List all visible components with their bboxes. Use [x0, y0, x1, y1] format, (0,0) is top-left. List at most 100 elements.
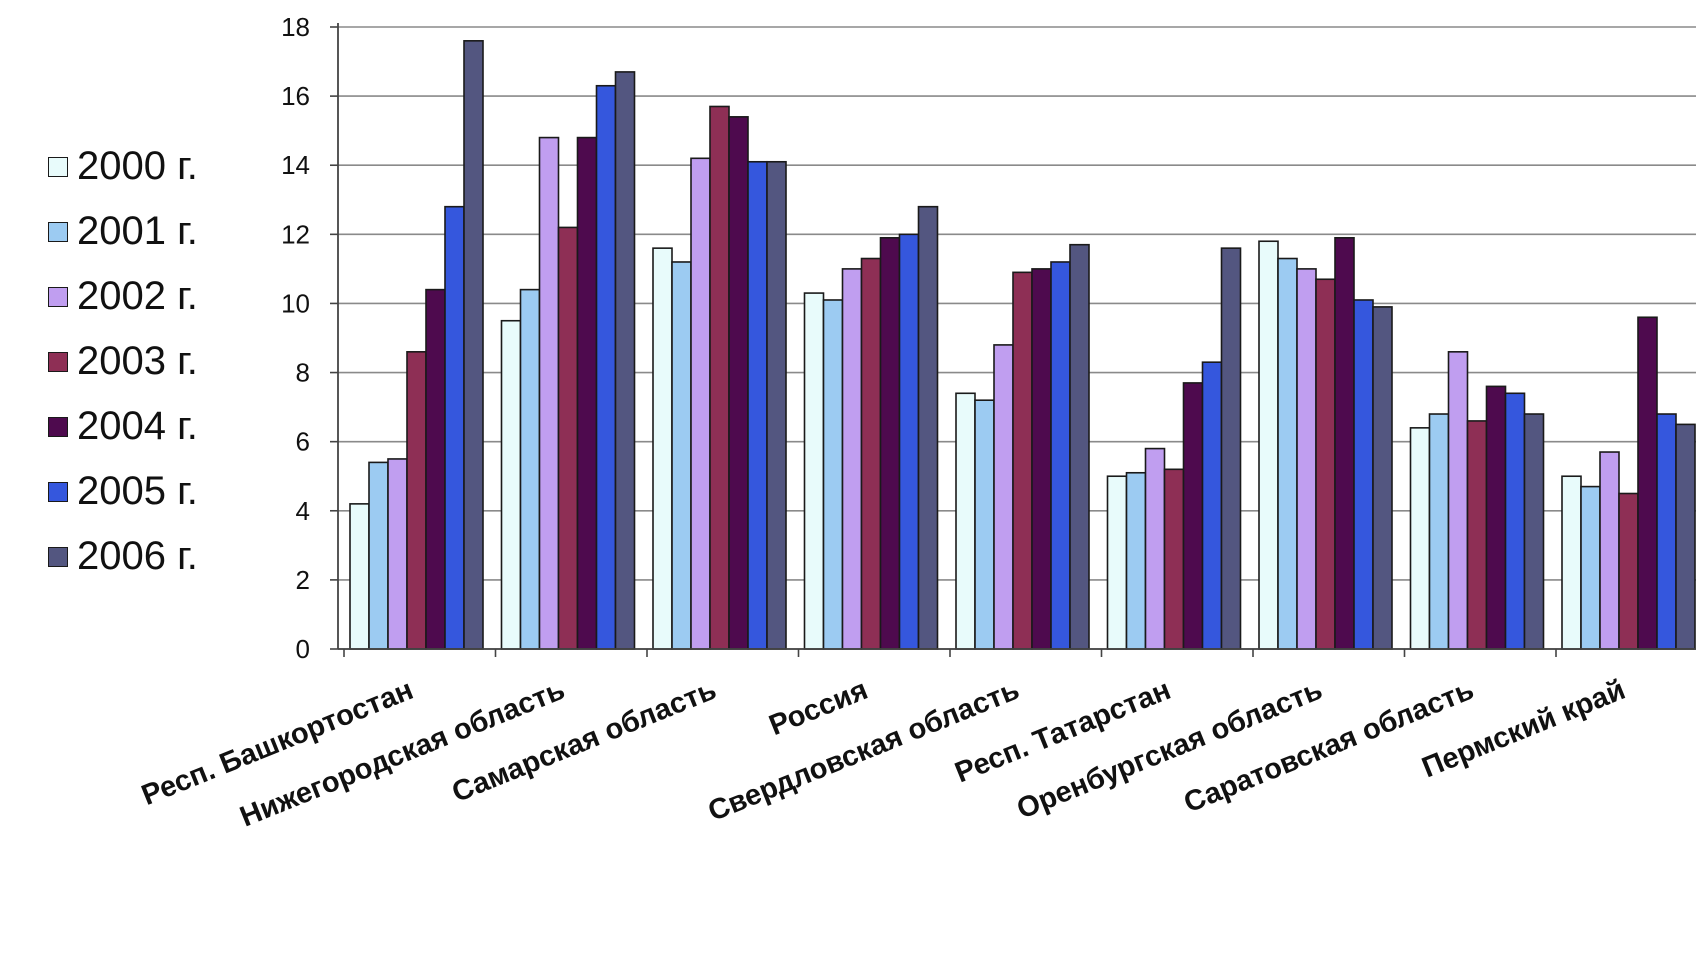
legend-swatch: [48, 481, 68, 502]
bar: [974, 399, 995, 650]
legend-label: 2001 г.: [77, 209, 198, 253]
x-tick-label: Россия: [765, 674, 872, 742]
bar: [425, 288, 446, 650]
bar: [406, 351, 427, 650]
legend-item: 2005 г.: [48, 459, 198, 524]
bar: [1523, 413, 1545, 650]
bar: [349, 503, 370, 650]
legend-swatch: [48, 416, 68, 437]
y-tick-label: 2: [296, 565, 310, 595]
bar: [898, 233, 920, 650]
bar: [1069, 243, 1090, 650]
bar: [728, 116, 749, 650]
bar: [1125, 471, 1147, 650]
bar: [500, 319, 522, 650]
bar: [1182, 382, 1204, 650]
bar: [387, 458, 408, 650]
y-tick-label: 12: [281, 219, 310, 249]
bar: [917, 205, 939, 650]
bar: [595, 84, 617, 650]
bar: [1485, 385, 1507, 650]
bar: [747, 160, 768, 650]
bar: [1637, 316, 1658, 650]
bar: [1372, 306, 1393, 650]
y-tick-label: 14: [281, 150, 310, 180]
bar: [841, 268, 863, 650]
legend-swatch: [48, 351, 68, 372]
bar: [1277, 257, 1298, 650]
legend-item: 2001 г.: [48, 199, 198, 264]
bar: [1106, 475, 1128, 650]
bar: [860, 257, 882, 650]
y-tick-label: 8: [296, 358, 310, 388]
bar: [576, 136, 598, 650]
legend-item: 2006 г.: [48, 524, 198, 589]
bar: [1466, 420, 1488, 650]
bar: [709, 105, 730, 650]
bar: [1220, 247, 1242, 650]
legend-label: 2004 г.: [77, 404, 198, 448]
bar: [690, 157, 711, 650]
legend-item: 2002 г.: [48, 264, 198, 329]
bar: [1031, 268, 1052, 650]
bar: [1144, 447, 1166, 650]
bar: [444, 205, 465, 650]
legend: 2000 г. 2001 г. 2002 г. 2003 г. 2004 г. 2005 …: [48, 134, 198, 589]
bar: [671, 261, 692, 650]
legend-label: 2006 г.: [77, 534, 198, 578]
bar: [1656, 413, 1677, 650]
y-tick-label: 6: [296, 427, 310, 457]
bar: [1618, 492, 1639, 650]
bar: [1675, 423, 1696, 650]
bar: [879, 236, 901, 650]
y-tick-label: 4: [296, 496, 310, 526]
bar: [368, 461, 389, 650]
legend-swatch: [48, 221, 68, 242]
legend-label: 2002 г.: [77, 274, 198, 318]
bar: [538, 136, 560, 650]
legend-swatch: [48, 546, 68, 567]
bar: [803, 292, 825, 650]
x-tick-label: Саратовская область: [1180, 674, 1479, 820]
bar: [1353, 299, 1374, 650]
bar: [1599, 451, 1620, 650]
y-tick-label: 10: [281, 288, 310, 318]
legend-item: 2000 г.: [48, 134, 198, 199]
y-tick-label: 0: [296, 634, 310, 664]
legend-label: 2000 г.: [77, 144, 198, 188]
bar: [463, 40, 484, 650]
x-tick-label: Самарская область: [448, 674, 721, 809]
bar: [1201, 361, 1223, 650]
bar: [1447, 351, 1469, 650]
bar: [1561, 475, 1582, 650]
bar: [1428, 413, 1450, 650]
bar: [1580, 485, 1601, 650]
bar: [993, 344, 1014, 650]
bar: [1504, 392, 1526, 650]
bar: [1334, 236, 1355, 650]
bar: [614, 71, 636, 650]
bar: [1258, 240, 1279, 650]
bar: [766, 160, 787, 650]
legend-label: 2003 г.: [77, 339, 198, 383]
legend-swatch: [48, 286, 68, 307]
legend-item: 2004 г.: [48, 394, 198, 459]
bar: [955, 392, 976, 650]
bar: [652, 247, 673, 650]
legend-label: 2005 г.: [77, 469, 198, 513]
bar: [1012, 271, 1033, 650]
legend-swatch: [48, 156, 68, 177]
bar: [1163, 468, 1185, 650]
bar: [1296, 268, 1317, 650]
bar: [1050, 261, 1071, 650]
bar: [557, 226, 579, 650]
bar: [822, 299, 844, 650]
y-tick-label: 16: [281, 81, 310, 111]
bar: [1409, 427, 1431, 650]
bar: [1315, 278, 1336, 650]
y-tick-label: 18: [281, 12, 310, 42]
bar: [519, 288, 541, 650]
legend-item: 2003 г.: [48, 329, 198, 394]
